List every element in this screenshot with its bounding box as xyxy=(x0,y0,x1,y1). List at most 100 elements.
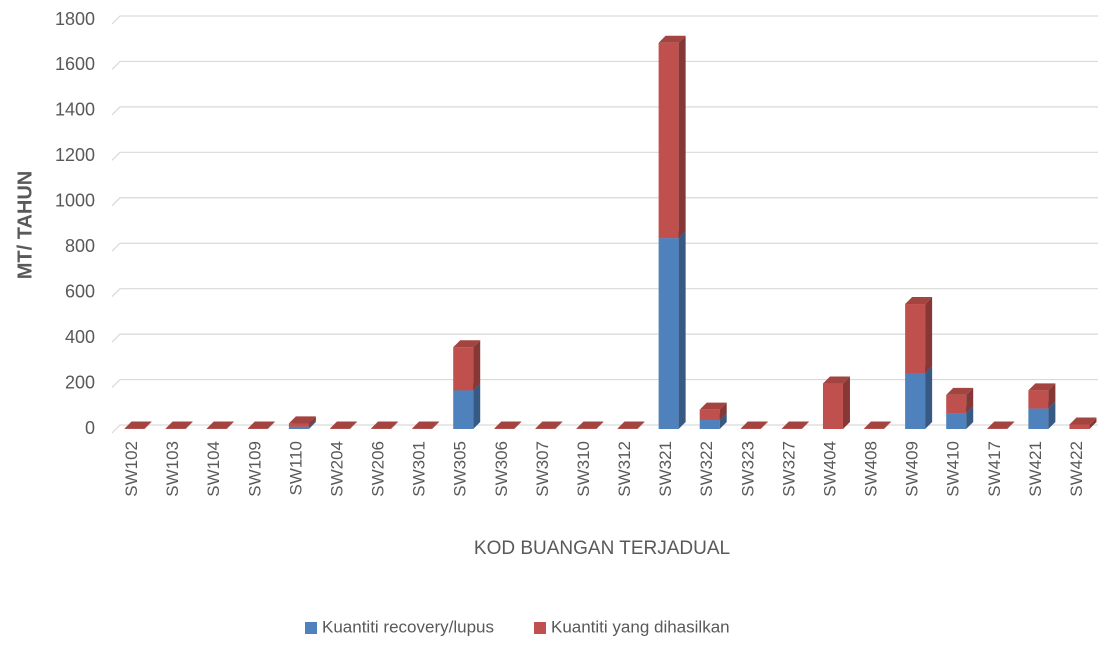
bar-front xyxy=(453,390,474,429)
bar-top xyxy=(288,416,316,424)
x-tick-label: SW322 xyxy=(697,441,716,497)
x-tick-label: SW306 xyxy=(492,441,511,497)
grid-line xyxy=(111,333,1098,343)
legend-swatch xyxy=(533,622,546,634)
legend-label: Kuantiti recovery/lupus xyxy=(322,617,494,636)
bar xyxy=(165,421,193,429)
bar-side xyxy=(842,376,850,429)
grid-line xyxy=(111,60,1098,70)
bar-front xyxy=(1028,408,1049,429)
grid-line xyxy=(111,424,1098,434)
bar xyxy=(658,231,686,429)
bar xyxy=(206,421,234,429)
bar-top xyxy=(740,421,768,429)
bar-side xyxy=(719,402,727,420)
bar-side xyxy=(760,421,768,429)
y-tick-label: 0 xyxy=(85,418,95,438)
y-tick-label: 600 xyxy=(65,281,95,301)
bar-side xyxy=(801,421,809,429)
bar-top xyxy=(329,421,357,429)
bar-side xyxy=(596,421,604,429)
bar-top xyxy=(494,421,522,429)
bar-side xyxy=(555,421,563,429)
bar-side xyxy=(1048,383,1056,409)
bar-top xyxy=(1069,417,1097,425)
bar-front xyxy=(1069,424,1090,429)
bar-side xyxy=(144,421,152,429)
x-tick-label: SW307 xyxy=(533,441,552,497)
bar-top xyxy=(1028,383,1056,391)
grid-line xyxy=(111,288,1098,298)
bar-top xyxy=(206,421,234,429)
bar-top xyxy=(576,421,604,429)
x-tick-label: SW206 xyxy=(369,441,388,497)
x-tick-label: SW312 xyxy=(615,441,634,497)
bar xyxy=(247,421,275,429)
grid-line xyxy=(111,197,1098,207)
bar xyxy=(329,421,357,429)
bar-side xyxy=(966,406,974,429)
bar-side xyxy=(473,340,481,391)
bar xyxy=(576,421,604,429)
bar-top xyxy=(822,376,850,384)
bar-top xyxy=(371,421,399,429)
x-tick-label: SW421 xyxy=(1026,441,1045,497)
bar-top xyxy=(658,35,686,43)
bar-front xyxy=(822,383,843,429)
bar-side xyxy=(1048,401,1056,429)
x-tick-label: SW323 xyxy=(738,441,757,497)
bar-side xyxy=(308,419,316,429)
legend-label: Kuantiti yang dihasilkan xyxy=(551,617,730,636)
x-tick-label: SW305 xyxy=(451,441,470,497)
y-tick-label: 1800 xyxy=(55,9,95,29)
x-tick-label: SW110 xyxy=(286,441,305,496)
x-tick-label: SW417 xyxy=(985,441,1004,497)
bar-side xyxy=(514,421,522,429)
bar xyxy=(781,421,809,429)
grid-line xyxy=(111,106,1098,116)
bar xyxy=(822,376,850,429)
y-tick-label: 1000 xyxy=(55,191,95,211)
bar xyxy=(658,35,686,239)
bar xyxy=(617,421,645,429)
bar-front xyxy=(453,347,474,391)
bar-top xyxy=(946,387,974,395)
grid-line xyxy=(111,15,1098,25)
bar-top xyxy=(699,402,727,410)
bar xyxy=(412,421,440,429)
y-tick-label: 800 xyxy=(65,236,95,256)
bar-side xyxy=(432,421,440,429)
bar-side xyxy=(391,421,399,429)
bar-front xyxy=(288,423,309,427)
grid-line xyxy=(111,242,1098,252)
bar-side xyxy=(1089,417,1097,429)
bar xyxy=(1028,383,1056,409)
bar-side xyxy=(678,35,686,239)
bar xyxy=(946,387,974,414)
bar-top xyxy=(905,297,933,305)
bar-front xyxy=(1028,390,1049,409)
bar xyxy=(905,366,933,429)
bar-side xyxy=(966,387,974,414)
bar-top xyxy=(453,340,481,348)
bar xyxy=(699,402,727,420)
x-tick-label: SW409 xyxy=(903,441,922,497)
bar-front xyxy=(905,304,926,374)
bar-side xyxy=(719,412,727,429)
bar-front xyxy=(946,394,967,414)
x-tick-label: SW310 xyxy=(574,441,593,497)
y-tick-label: 400 xyxy=(65,327,95,347)
bar xyxy=(371,421,399,429)
bar-side xyxy=(925,366,933,429)
grid-line xyxy=(111,151,1098,161)
bar-front xyxy=(288,426,309,429)
bar-top xyxy=(165,421,193,429)
bar-side xyxy=(884,421,892,429)
bar-side xyxy=(308,416,316,427)
x-tick-label: SW321 xyxy=(656,441,675,497)
bar-top xyxy=(617,421,645,429)
bar-top xyxy=(781,421,809,429)
x-tick-label: SW103 xyxy=(163,441,182,497)
bar-front xyxy=(658,238,679,429)
